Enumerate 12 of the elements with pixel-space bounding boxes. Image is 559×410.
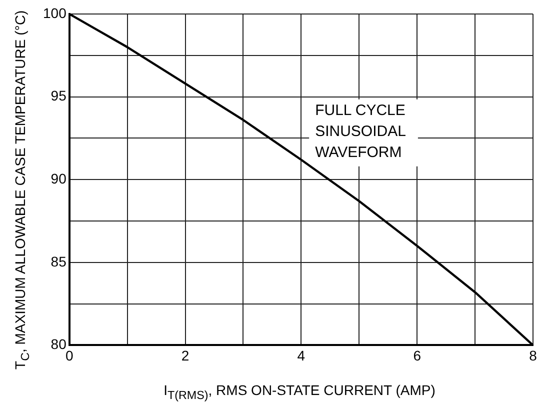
x-tick-label: 6 <box>413 347 422 364</box>
x-tick-label: 4 <box>297 347 306 364</box>
x-axis-title: I$_{T(RMS)}$, RMS ON-STATE CURRENT (AMP) <box>162 382 436 402</box>
y-tick-label: 95 <box>50 88 67 104</box>
x-tick-label: 8 <box>529 347 538 364</box>
annotation: FULL CYCLE SINUSOIDAL WAVEFORM <box>315 102 406 162</box>
x-tick-label: 0 <box>65 347 74 364</box>
y-tick-label: 100 <box>43 4 67 21</box>
y-tick-label: 90 <box>50 170 67 186</box>
x-tick-label: 2 <box>181 347 190 364</box>
y-tick-label: 85 <box>50 253 67 270</box>
y-tick-label: 80 <box>50 336 67 352</box>
